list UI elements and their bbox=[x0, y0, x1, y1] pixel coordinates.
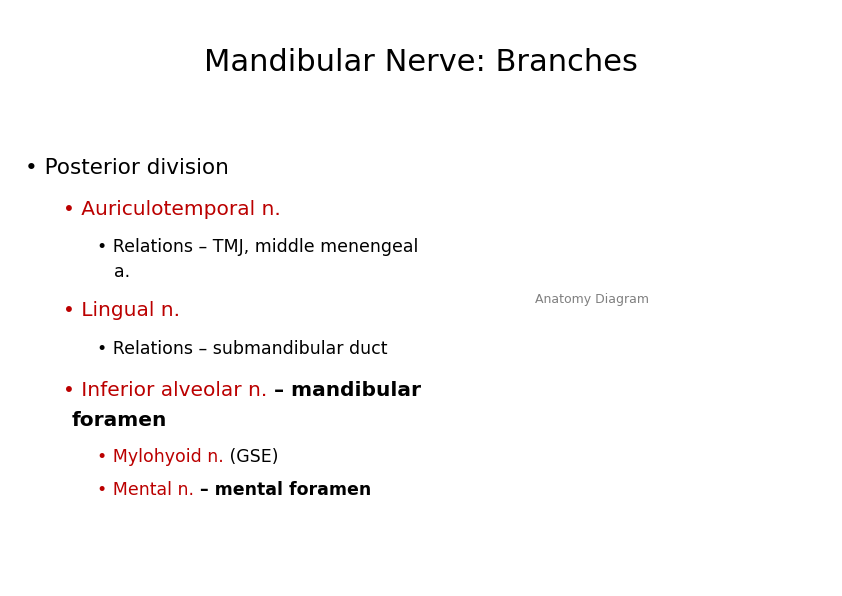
Text: Mandibular Nerve: Branches: Mandibular Nerve: Branches bbox=[204, 48, 638, 77]
Text: – mandibular: – mandibular bbox=[268, 381, 421, 401]
Text: foramen: foramen bbox=[72, 411, 167, 430]
Text: • Lingual n.: • Lingual n. bbox=[63, 301, 180, 320]
Text: • Posterior division: • Posterior division bbox=[25, 158, 229, 178]
Text: Anatomy Diagram: Anatomy Diagram bbox=[535, 293, 648, 306]
Text: • Relations – TMJ, middle menengeal: • Relations – TMJ, middle menengeal bbox=[97, 238, 418, 256]
Text: • Relations – submandibular duct: • Relations – submandibular duct bbox=[97, 340, 387, 358]
Text: – mental foramen: – mental foramen bbox=[194, 481, 371, 499]
Text: • Auriculotemporal n.: • Auriculotemporal n. bbox=[63, 200, 281, 219]
Text: • Mylohyoid n.: • Mylohyoid n. bbox=[97, 448, 224, 466]
Text: • Mental n.: • Mental n. bbox=[97, 481, 194, 499]
Text: a.: a. bbox=[114, 263, 130, 281]
Text: • Inferior alveolar n.: • Inferior alveolar n. bbox=[63, 381, 268, 401]
Text: (GSE): (GSE) bbox=[224, 448, 278, 466]
